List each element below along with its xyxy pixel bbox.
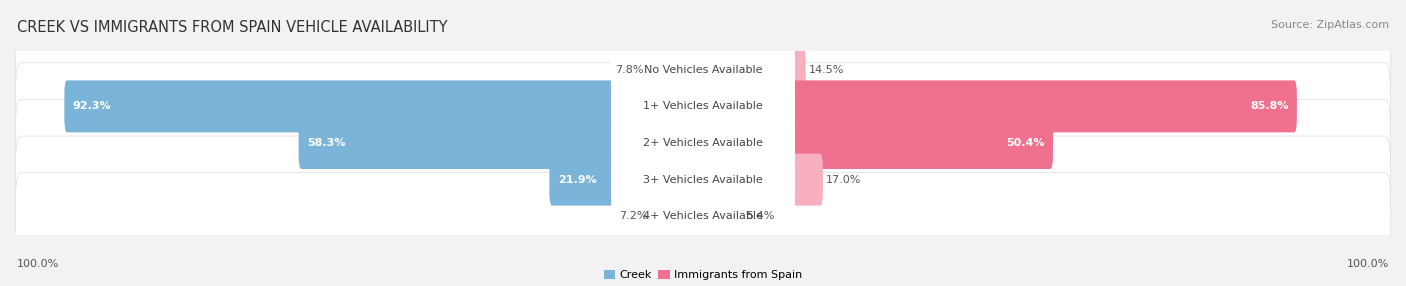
FancyBboxPatch shape (612, 154, 794, 206)
FancyBboxPatch shape (550, 154, 706, 206)
FancyBboxPatch shape (298, 117, 706, 169)
Text: 5.4%: 5.4% (745, 211, 775, 221)
Text: 14.5%: 14.5% (808, 65, 844, 75)
Text: 3+ Vehicles Available: 3+ Vehicles Available (643, 175, 763, 184)
FancyBboxPatch shape (15, 100, 1391, 186)
Text: 1+ Vehicles Available: 1+ Vehicles Available (643, 102, 763, 111)
Text: No Vehicles Available: No Vehicles Available (644, 65, 762, 75)
FancyBboxPatch shape (647, 44, 706, 96)
Text: 2+ Vehicles Available: 2+ Vehicles Available (643, 138, 763, 148)
Text: 100.0%: 100.0% (17, 259, 59, 269)
Text: Source: ZipAtlas.com: Source: ZipAtlas.com (1271, 20, 1389, 30)
Text: 58.3%: 58.3% (307, 138, 346, 148)
FancyBboxPatch shape (612, 44, 794, 96)
Text: 4+ Vehicles Available: 4+ Vehicles Available (643, 211, 763, 221)
FancyBboxPatch shape (700, 154, 823, 206)
FancyBboxPatch shape (700, 80, 1296, 132)
Text: 7.8%: 7.8% (616, 65, 644, 75)
FancyBboxPatch shape (65, 80, 706, 132)
FancyBboxPatch shape (15, 26, 1391, 113)
FancyBboxPatch shape (651, 190, 706, 242)
Text: 85.8%: 85.8% (1250, 102, 1289, 111)
Text: 92.3%: 92.3% (73, 102, 111, 111)
Text: 50.4%: 50.4% (1007, 138, 1045, 148)
FancyBboxPatch shape (612, 80, 794, 132)
FancyBboxPatch shape (15, 136, 1391, 223)
Text: 21.9%: 21.9% (558, 175, 596, 184)
FancyBboxPatch shape (15, 173, 1391, 260)
Text: 7.2%: 7.2% (620, 211, 648, 221)
FancyBboxPatch shape (700, 190, 742, 242)
Text: 17.0%: 17.0% (825, 175, 860, 184)
FancyBboxPatch shape (700, 44, 806, 96)
FancyBboxPatch shape (700, 117, 1053, 169)
Legend: Creek, Immigrants from Spain: Creek, Immigrants from Spain (603, 270, 803, 280)
Text: CREEK VS IMMIGRANTS FROM SPAIN VEHICLE AVAILABILITY: CREEK VS IMMIGRANTS FROM SPAIN VEHICLE A… (17, 20, 447, 35)
FancyBboxPatch shape (612, 190, 794, 242)
Text: 100.0%: 100.0% (1347, 259, 1389, 269)
FancyBboxPatch shape (15, 63, 1391, 150)
FancyBboxPatch shape (612, 117, 794, 169)
